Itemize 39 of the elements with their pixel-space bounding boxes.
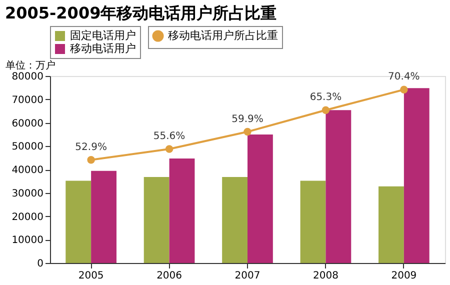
- bar: [169, 158, 195, 263]
- bar: [66, 180, 92, 263]
- bar: [222, 176, 248, 263]
- point: [165, 145, 174, 153]
- y-tick-label: 50000: [12, 142, 44, 153]
- data-label: 65.3%: [310, 92, 342, 104]
- bar: [326, 110, 352, 263]
- legend-label: 移动电话用户: [70, 42, 136, 55]
- bar: [404, 88, 430, 263]
- bar: [300, 180, 326, 263]
- legend-label: 固定电话用户: [70, 29, 136, 42]
- data-label: 55.6%: [153, 131, 186, 142]
- chart-title: 2005-2009年移动电话用户所占比重: [5, 4, 277, 22]
- y-tick-label: 20000: [12, 212, 44, 223]
- bar: [144, 176, 170, 263]
- y-axis-title: 单位：万户: [6, 60, 56, 72]
- data-label: 59.9%: [232, 114, 264, 125]
- legend-label: 移动电话用户所占比重: [168, 29, 278, 42]
- bar: [91, 170, 116, 263]
- x-tick-label: 2008: [312, 270, 338, 282]
- point: [87, 156, 95, 164]
- point: [244, 128, 252, 136]
- x-tick-label: 2007: [234, 270, 260, 282]
- y-tick-label: 70000: [12, 94, 44, 106]
- y-tick-label: 10000: [12, 235, 44, 246]
- point: [322, 106, 330, 114]
- y-tick-label: 60000: [12, 118, 44, 130]
- x-tick-label: 2005: [78, 270, 104, 282]
- y-tick-label: 80000: [12, 72, 44, 82]
- data-label: 70.4%: [388, 72, 420, 83]
- bar: [248, 134, 273, 263]
- x-tick-label: 2009: [391, 270, 417, 282]
- bar: [378, 186, 404, 263]
- y-tick-label: 0: [37, 258, 44, 270]
- data-label: 52.9%: [75, 142, 107, 153]
- point: [400, 86, 408, 94]
- x-tick-label: 2006: [156, 270, 182, 282]
- y-tick-label: 40000: [12, 165, 44, 176]
- y-tick-label: 30000: [12, 188, 44, 200]
